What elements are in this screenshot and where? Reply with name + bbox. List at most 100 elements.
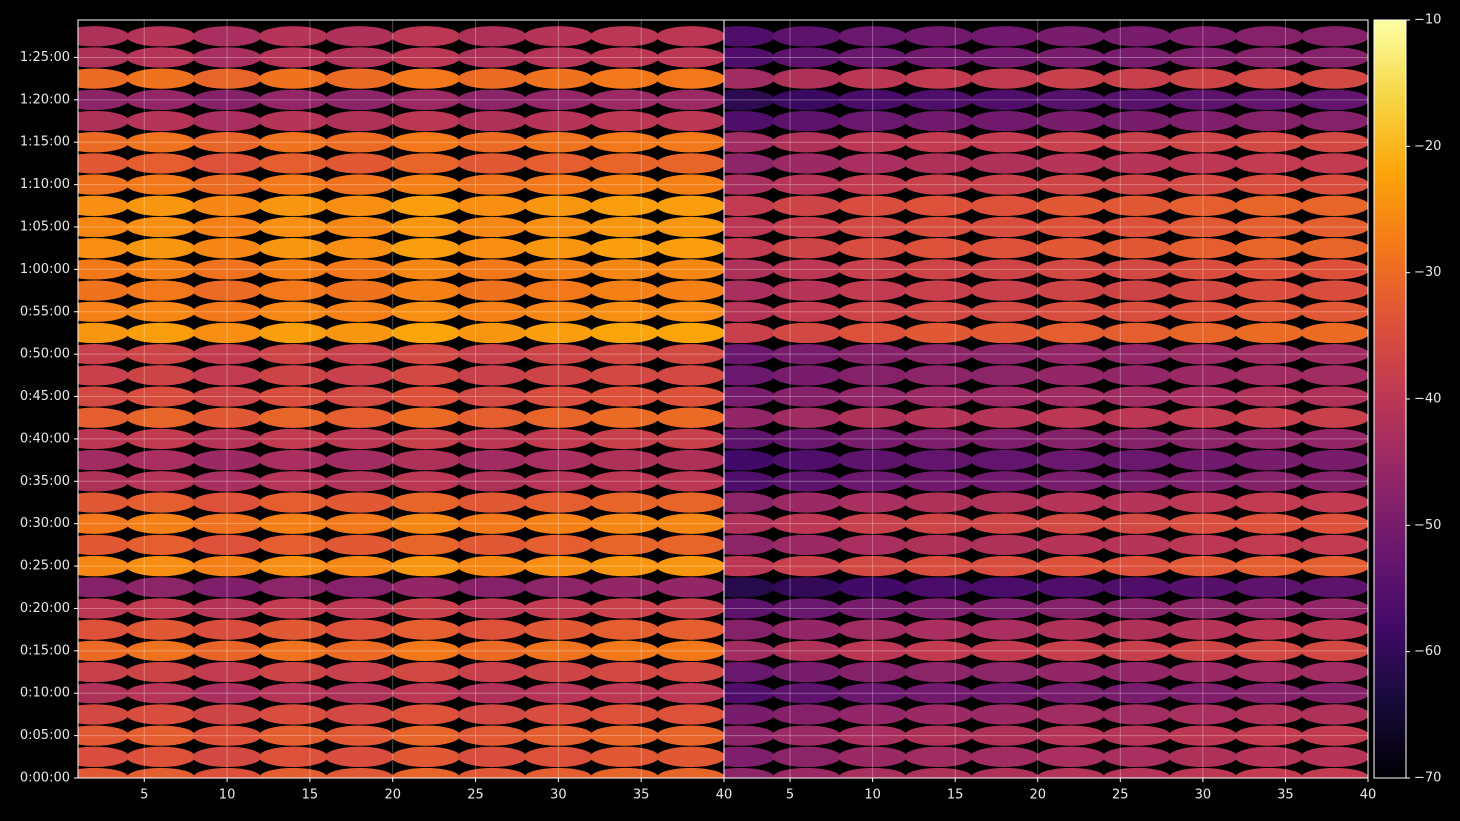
cell: [457, 68, 527, 89]
cell: [192, 322, 262, 344]
cell: [656, 577, 724, 598]
cell: [724, 110, 775, 132]
cell: [325, 174, 395, 195]
cell: [1168, 216, 1238, 238]
x-tick-label: 15: [302, 788, 319, 803]
cell: [590, 26, 660, 47]
cell: [724, 492, 775, 513]
cell: [1036, 534, 1106, 556]
cell: [126, 767, 196, 778]
cell: [126, 301, 196, 322]
cell: [1102, 26, 1172, 47]
cell: [78, 110, 130, 132]
cell: [78, 704, 130, 725]
cell: [838, 365, 907, 386]
cell: [838, 132, 907, 153]
x-tick-label: 5: [140, 788, 148, 803]
cell: [457, 386, 527, 407]
cell: [904, 322, 974, 344]
cell: [772, 153, 841, 174]
cell: [838, 449, 907, 471]
cell: [258, 513, 328, 534]
cell: [78, 767, 130, 778]
cell: [1036, 513, 1106, 534]
cell: [523, 110, 593, 132]
cell: [1300, 301, 1368, 322]
cell: [457, 280, 527, 301]
cell: [523, 683, 593, 704]
cell: [78, 746, 130, 767]
cell: [656, 704, 724, 725]
cell: [78, 259, 130, 280]
cell: [523, 280, 593, 301]
cell: [1102, 619, 1172, 640]
cell: [258, 322, 328, 344]
cell: [656, 534, 724, 556]
cell: [970, 407, 1040, 428]
cell: [457, 640, 527, 662]
cell: [590, 725, 660, 746]
cell: [590, 259, 660, 280]
cell: [126, 365, 196, 386]
cell: [904, 746, 974, 767]
cell: [126, 259, 196, 280]
cell: [523, 365, 593, 386]
cell: [457, 619, 527, 640]
cell: [772, 471, 841, 492]
cell: [1300, 725, 1368, 746]
cell: [1234, 386, 1304, 407]
x-tick-label: 25: [467, 788, 484, 803]
cell: [325, 471, 395, 492]
x-tick-label: 35: [1277, 788, 1294, 803]
cell: [970, 619, 1040, 640]
cell: [772, 513, 841, 534]
cell: [258, 555, 328, 577]
cell: [904, 577, 974, 598]
cell: [1036, 259, 1106, 280]
cell: [391, 132, 461, 153]
cell: [325, 577, 395, 598]
cell: [904, 555, 974, 577]
cell: [126, 47, 196, 68]
cell: [970, 280, 1040, 301]
cell: [391, 365, 461, 386]
cell: [590, 577, 660, 598]
cell: [523, 68, 593, 89]
cell: [1300, 26, 1368, 47]
y-tick-label: 0:40:00: [20, 431, 70, 446]
cell: [970, 110, 1040, 132]
cell: [838, 195, 907, 216]
cell: [457, 26, 527, 47]
cell: [457, 513, 527, 534]
x-tick-label: 25: [1112, 788, 1129, 803]
cell: [126, 110, 196, 132]
cell: [391, 640, 461, 662]
cell: [970, 598, 1040, 619]
cell: [970, 26, 1040, 47]
cell: [904, 343, 974, 365]
cell: [838, 386, 907, 407]
cell: [1102, 661, 1172, 683]
cell: [970, 449, 1040, 471]
cell: [724, 195, 775, 216]
cell: [1234, 68, 1304, 89]
cell: [1036, 725, 1106, 746]
cell: [656, 89, 724, 110]
cell: [1168, 555, 1238, 577]
cell: [258, 449, 328, 471]
colorbar-tick-label: −10: [1414, 13, 1441, 28]
cell: [391, 492, 461, 513]
cell: [457, 259, 527, 280]
cell: [838, 280, 907, 301]
cell: [772, 301, 841, 322]
cell: [772, 195, 841, 216]
cell: [1234, 449, 1304, 471]
cell: [838, 238, 907, 259]
cell: [78, 683, 130, 704]
cell: [1300, 259, 1368, 280]
cell: [258, 725, 328, 746]
cell: [1168, 725, 1238, 746]
cell: [904, 683, 974, 704]
cell: [325, 26, 395, 47]
cell: [970, 492, 1040, 513]
